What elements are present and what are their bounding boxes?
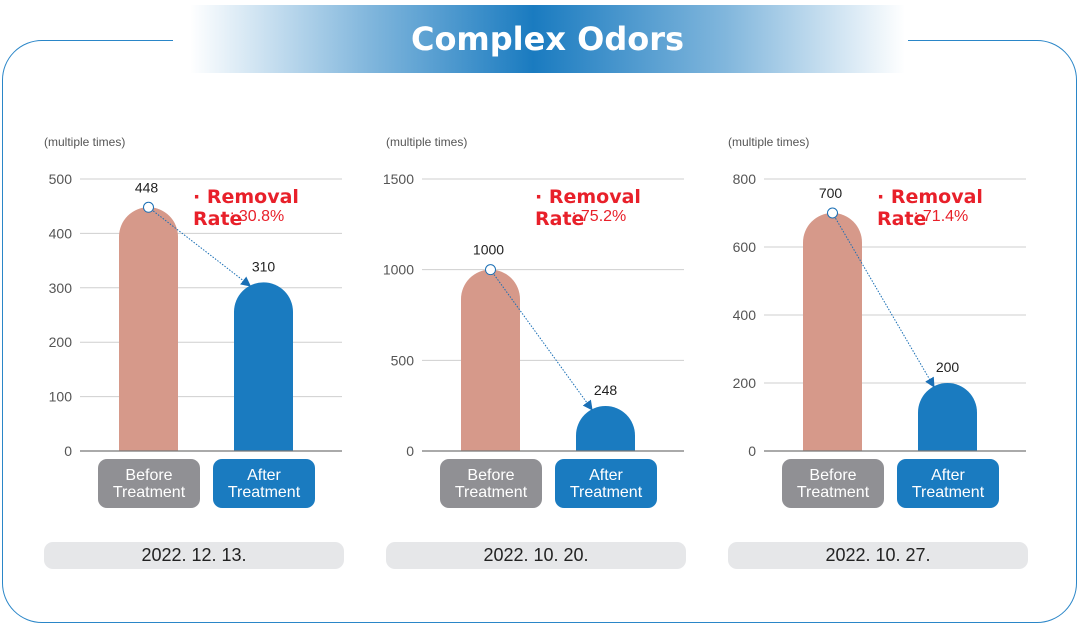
y-tick-label: 1000 [383, 262, 414, 278]
unit-label: (multiple times) [386, 135, 468, 149]
y-tick-label: 0 [406, 443, 414, 459]
y-tick-label: 100 [49, 389, 73, 405]
after-treatment-label: After Treatment [213, 459, 315, 508]
chart-panel-1: (multiple times) · Removal Rate : 30.8% … [0, 0, 344, 629]
unit-label: (multiple times) [728, 135, 810, 149]
after-treatment-label: After Treatment [897, 459, 999, 508]
chart-svg: 0 200 400 600 800 700 200 [733, 171, 1026, 459]
chart-panel-3: (multiple times) · Removal Rate : 71.4% … [684, 0, 1028, 629]
chart-svg: 0 500 1000 1500 1000 248 [383, 171, 684, 459]
start-point-marker [143, 201, 154, 213]
value-label: 248 [594, 382, 618, 398]
y-tick-label: 600 [733, 239, 757, 255]
date-label: 2022. 12. 13. [44, 542, 344, 569]
y-tick-label: 200 [49, 334, 73, 350]
value-label: 310 [252, 258, 276, 274]
removal-rate-value: : 75.2% [572, 208, 627, 225]
y-tick-label: 1500 [383, 171, 414, 187]
y-tick-label: 400 [49, 225, 73, 241]
removal-rate-value: : 30.8% [230, 208, 285, 225]
removal-rate-value: : 71.4% [914, 208, 969, 225]
date-label: 2022. 10. 20. [386, 542, 686, 569]
before-bar [803, 213, 862, 451]
before-treatment-label: Before Treatment [98, 459, 200, 508]
before-treatment-label: Before Treatment [782, 459, 884, 508]
trend-arrow [148, 206, 252, 287]
start-point-marker [827, 207, 838, 219]
value-label: 1000 [473, 242, 504, 258]
removal-rate-label: · Removal Rate [193, 186, 299, 230]
removal-rate-label: · Removal Rate [877, 186, 983, 230]
y-tick-label: 300 [49, 280, 73, 296]
start-point-marker [485, 264, 496, 276]
unit-label: (multiple times) [44, 135, 126, 149]
y-tick-label: 0 [748, 443, 756, 459]
y-tick-label: 500 [49, 171, 73, 187]
trend-arrow [832, 212, 935, 388]
chart-panel-2: (multiple times) · Removal Rate : 75.2% … [342, 0, 686, 629]
before-bar [119, 207, 178, 451]
y-tick-label: 200 [733, 375, 757, 391]
before-treatment-label: Before Treatment [440, 459, 542, 508]
before-bar [461, 269, 520, 451]
title-banner: Complex Odors [190, 5, 905, 73]
page-title: Complex Odors [410, 20, 685, 58]
after-bar [576, 406, 635, 451]
value-label: 700 [819, 185, 843, 201]
after-bar [234, 282, 293, 451]
value-label: 200 [936, 359, 960, 375]
removal-rate-label: · Removal Rate [535, 186, 641, 230]
y-tick-label: 800 [733, 171, 757, 187]
chart-svg: 0 100 200 300 400 500 448 310 [49, 171, 342, 459]
after-treatment-label: After Treatment [555, 459, 657, 508]
y-tick-label: 0 [64, 443, 72, 459]
date-label: 2022. 10. 27. [728, 542, 1028, 569]
y-tick-label: 500 [391, 352, 415, 368]
y-tick-label: 400 [733, 307, 757, 323]
after-bar [918, 383, 977, 451]
value-label: 448 [135, 179, 159, 195]
